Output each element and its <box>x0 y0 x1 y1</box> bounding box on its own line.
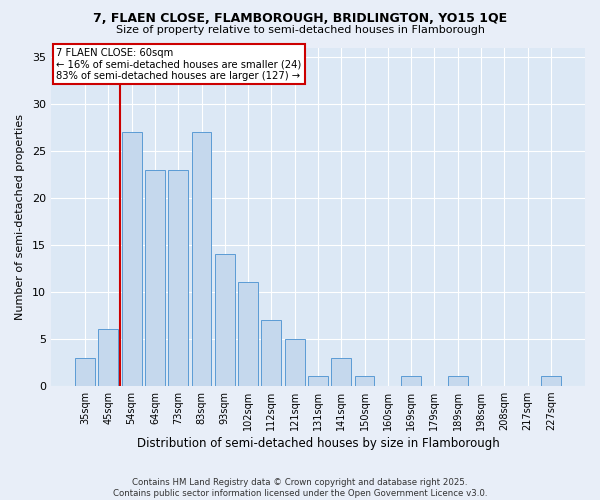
Bar <box>285 338 305 386</box>
Bar <box>169 170 188 386</box>
Bar <box>355 376 374 386</box>
Text: 7, FLAEN CLOSE, FLAMBOROUGH, BRIDLINGTON, YO15 1QE: 7, FLAEN CLOSE, FLAMBOROUGH, BRIDLINGTON… <box>93 12 507 26</box>
Text: Size of property relative to semi-detached houses in Flamborough: Size of property relative to semi-detach… <box>115 25 485 35</box>
Bar <box>448 376 467 386</box>
Bar <box>191 132 211 386</box>
Bar <box>145 170 165 386</box>
Bar <box>215 254 235 386</box>
X-axis label: Distribution of semi-detached houses by size in Flamborough: Distribution of semi-detached houses by … <box>137 437 499 450</box>
Text: 7 FLAEN CLOSE: 60sqm
← 16% of semi-detached houses are smaller (24)
83% of semi-: 7 FLAEN CLOSE: 60sqm ← 16% of semi-detac… <box>56 48 302 80</box>
Text: Contains HM Land Registry data © Crown copyright and database right 2025.
Contai: Contains HM Land Registry data © Crown c… <box>113 478 487 498</box>
Bar <box>122 132 142 386</box>
Bar <box>238 282 258 386</box>
Bar <box>308 376 328 386</box>
Bar <box>541 376 561 386</box>
Bar <box>98 330 118 386</box>
Bar <box>75 358 95 386</box>
Y-axis label: Number of semi-detached properties: Number of semi-detached properties <box>15 114 25 320</box>
Bar <box>262 320 281 386</box>
Bar <box>401 376 421 386</box>
Bar <box>331 358 351 386</box>
